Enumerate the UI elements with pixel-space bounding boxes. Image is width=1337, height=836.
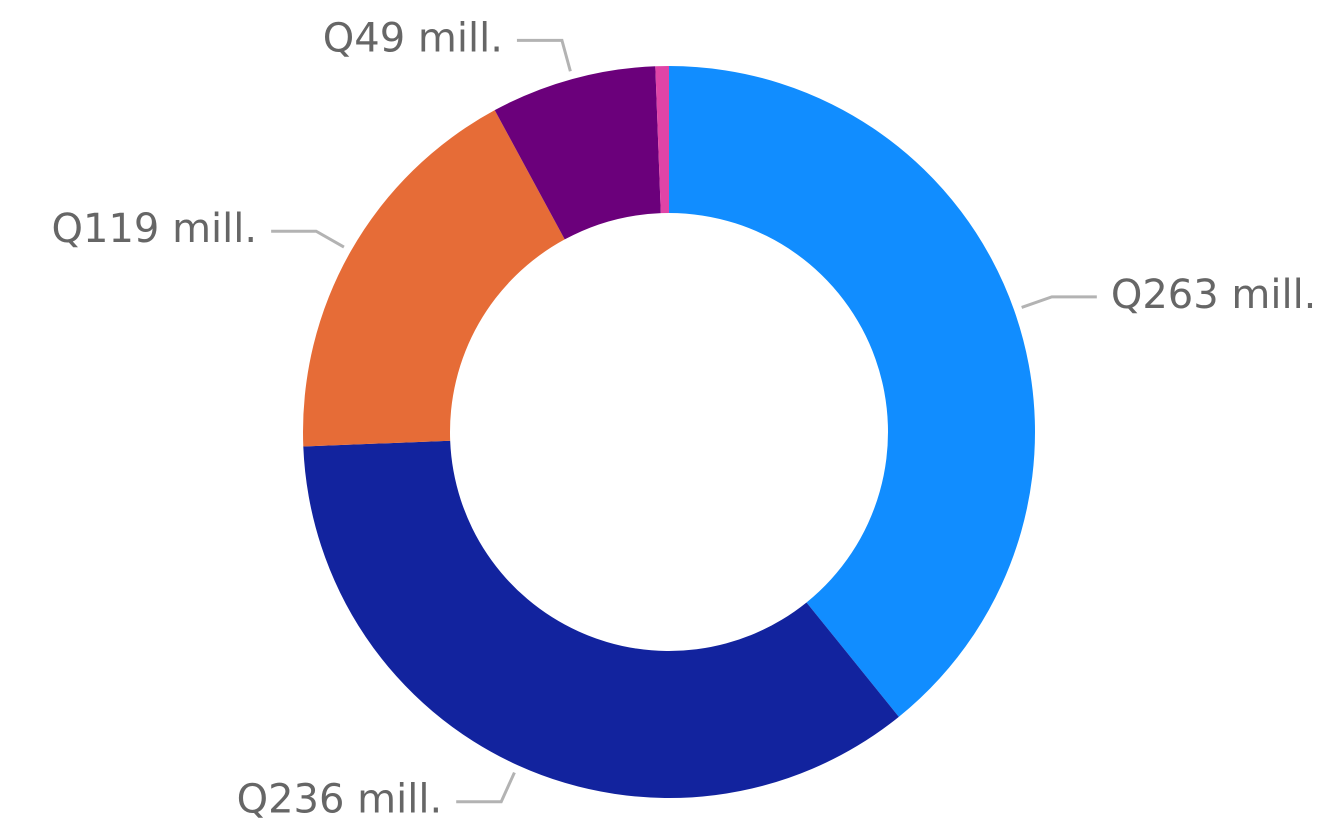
donut-slice [303, 110, 565, 447]
donut-slice [669, 66, 1035, 717]
leader-line [516, 38, 572, 72]
leader-line [456, 771, 516, 804]
leader-line [1021, 295, 1097, 309]
donut-slice [655, 66, 669, 214]
data-label: Q263 mill. [1111, 272, 1317, 318]
data-label: Q49 mill. [323, 15, 503, 61]
data-label: Q236 mill. [237, 777, 443, 823]
data-label: Q119 mill. [52, 206, 258, 252]
leader-line [271, 229, 345, 249]
donut-slice [303, 440, 899, 798]
donut-slice [494, 66, 661, 240]
